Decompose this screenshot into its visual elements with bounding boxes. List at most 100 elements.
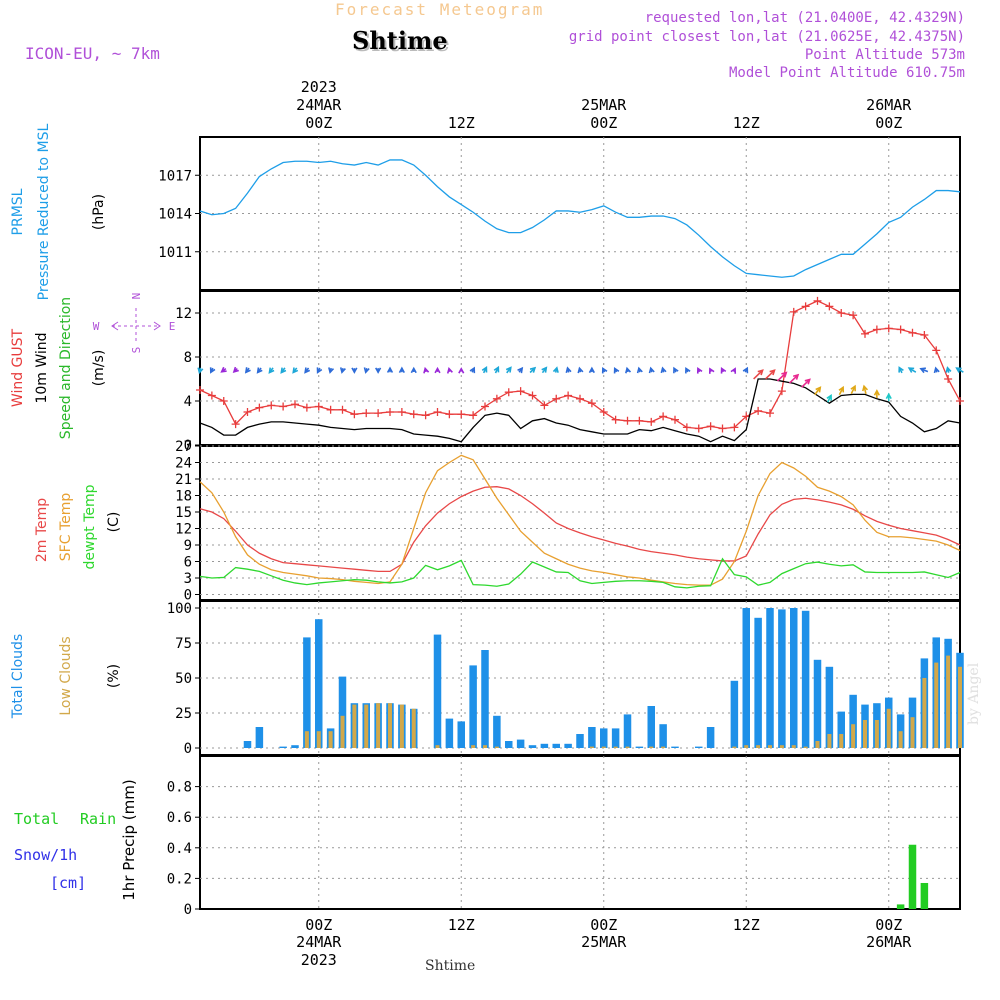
low-cloud-bar xyxy=(649,746,654,748)
low-cloud-bar xyxy=(411,708,416,748)
wind-arrow-head xyxy=(769,369,776,376)
gust-marker xyxy=(374,409,383,418)
total-cloud-bar xyxy=(469,665,477,748)
wind-arrow-head xyxy=(328,367,335,374)
wind-gust-label: Wind GUST xyxy=(10,328,26,407)
gust-marker xyxy=(718,424,727,433)
gust-marker xyxy=(279,402,288,411)
wind-arrow-head xyxy=(565,366,572,374)
low-cloud-bar xyxy=(328,731,333,748)
gust-marker xyxy=(397,408,406,416)
y-tick-label: 12 xyxy=(175,522,192,538)
total-cloud-bar xyxy=(611,728,620,748)
total-cloud-bar xyxy=(706,727,715,748)
gust-marker xyxy=(386,408,394,416)
low-clouds-label: Low Clouds xyxy=(58,636,74,715)
gust-marker xyxy=(433,408,442,416)
gust-marker xyxy=(231,420,240,429)
total-cloud-bar xyxy=(505,741,513,748)
low-cloud-bar xyxy=(732,746,737,748)
gust-marker xyxy=(944,375,953,383)
gust-marker xyxy=(338,405,347,414)
temp-unit-label: (C) xyxy=(106,512,122,533)
temp-sfc-label: SFC Temp xyxy=(58,493,74,562)
gust-marker xyxy=(552,394,561,403)
y-tick-label: 0 xyxy=(184,588,192,604)
low-cloud-bar xyxy=(874,720,879,748)
wind-arrow-head xyxy=(862,384,869,392)
wind-arrow-head xyxy=(386,366,394,373)
gust-marker xyxy=(302,403,311,412)
wind-arrow xyxy=(788,374,799,384)
wind-arrow-head xyxy=(197,367,204,375)
wind-arrow-head xyxy=(363,367,370,374)
pressure-label-long: Pressure Reduced to MSL xyxy=(36,123,52,300)
total-cloud-bar xyxy=(754,617,762,748)
gust-marker xyxy=(861,329,869,338)
dewpt-temp-line xyxy=(199,557,961,589)
wind-arrow-head xyxy=(696,367,703,374)
wind-arrow-head xyxy=(955,367,962,373)
wind-arrow-head xyxy=(268,367,275,374)
gust-marker xyxy=(694,424,703,433)
model-altitude: Model Point Altitude 610.75m xyxy=(728,65,965,81)
prmsl-line xyxy=(199,159,961,278)
pressure-label-short: PRMSL xyxy=(10,188,26,235)
low-cloud-bar xyxy=(803,746,808,748)
wind-arrow-head xyxy=(481,366,488,373)
wind-arrow xyxy=(753,369,764,380)
gust-marker xyxy=(789,307,798,316)
time-label-top: 00Z xyxy=(875,114,902,132)
precip-bar xyxy=(896,904,905,909)
low-cloud-bar xyxy=(839,734,844,748)
gust-marker xyxy=(219,397,228,405)
wind-arrow-head xyxy=(292,367,299,374)
total-cloud-bar xyxy=(801,610,810,748)
wind-arrow-head xyxy=(339,367,346,374)
gust-marker xyxy=(421,411,430,420)
pressure-unit-label: (hPa) xyxy=(91,194,107,230)
time-label-bottom: 00Z xyxy=(875,916,902,934)
total-cloud-bar xyxy=(255,727,264,748)
y-tick-label: 75 xyxy=(175,636,192,652)
low-cloud-bar xyxy=(304,731,309,748)
low-cloud-bar xyxy=(744,745,749,748)
wind-arrow-head xyxy=(552,366,559,373)
low-cloud-bar xyxy=(435,745,440,748)
total-cloud-bar xyxy=(564,743,572,748)
y-tick-label: 0 xyxy=(184,438,192,454)
low-cloud-bar xyxy=(399,704,404,748)
y-tick-label: 0 xyxy=(184,902,192,918)
time-label-bottom: 12Z xyxy=(448,916,475,934)
time-label-bottom: 12Z xyxy=(733,916,760,934)
low-cloud-bar xyxy=(376,703,381,748)
wind-arrow-head xyxy=(945,366,952,373)
wind-arrow-head xyxy=(804,378,811,385)
wind-arrow-head xyxy=(850,384,856,392)
wind-arrow-head xyxy=(742,366,749,374)
gust-marker xyxy=(243,408,252,416)
total-cloud-bar xyxy=(457,721,465,748)
wind-arrow-head xyxy=(280,367,287,374)
y-tick-label: 1017 xyxy=(158,168,192,184)
gust-marker xyxy=(599,408,608,416)
date-label-bottom: 26MAR xyxy=(866,933,912,951)
y-tick-label: 100 xyxy=(167,601,192,617)
gust-marker xyxy=(908,328,917,337)
wind-gust-line xyxy=(199,300,961,430)
total-cloud-bar xyxy=(671,746,679,748)
total-cloud-bar xyxy=(279,746,287,748)
total-cloud-bar xyxy=(695,746,703,748)
low-cloud-bar xyxy=(589,746,594,748)
wind-arrow-head xyxy=(423,366,430,374)
wind-arrow-head xyxy=(469,366,476,374)
gust-marker xyxy=(659,412,668,421)
wind-arrow-head xyxy=(588,366,595,374)
wind-arrow xyxy=(764,369,776,380)
wind-arrow-head xyxy=(220,366,227,373)
total-cloud-bar xyxy=(813,659,822,748)
gust-marker xyxy=(706,422,715,431)
wind-arrow-head xyxy=(781,371,788,378)
wind-arrow-head xyxy=(757,369,764,376)
